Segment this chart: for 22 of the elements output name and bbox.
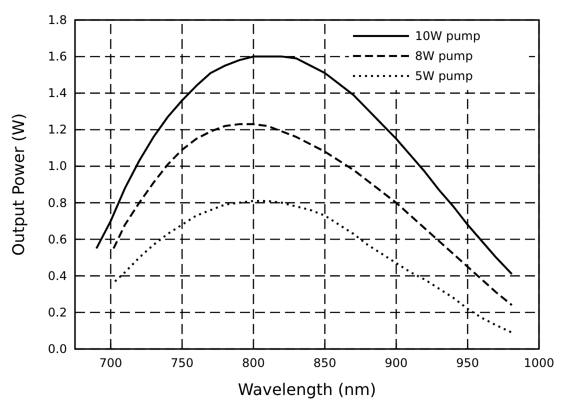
y-tick-label: 0.6 — [48, 232, 67, 246]
legend-label: 10W pump — [415, 29, 480, 43]
y-tick-label: 0.8 — [48, 196, 67, 210]
x-axis-title: Wavelength (nm) — [238, 380, 376, 399]
x-tick-label: 900 — [384, 356, 408, 370]
y-tick-label: 1.8 — [48, 13, 67, 27]
y-tick-label: 1.0 — [48, 159, 67, 174]
legend-label: 5W pump — [415, 69, 473, 83]
y-tick-label: 1.4 — [48, 86, 67, 100]
x-tick-label: 800 — [242, 356, 265, 370]
y-tick-label: 1.2 — [48, 122, 67, 137]
y-tick-label: 0.2 — [48, 305, 67, 320]
y-axis-title: Output Power (W) — [9, 113, 28, 256]
y-tick-label: 1.6 — [48, 50, 67, 64]
x-tick-label: 1000 — [524, 356, 554, 370]
legend-label: 8W pump — [415, 49, 473, 63]
x-tick-label: 950 — [456, 356, 480, 370]
x-tick-label: 850 — [313, 356, 336, 370]
y-tick-label: 0.0 — [48, 342, 67, 356]
x-tick-label: 700 — [99, 356, 122, 370]
x-tick-label: 750 — [170, 356, 194, 370]
y-tick-label: 0.4 — [48, 268, 67, 283]
